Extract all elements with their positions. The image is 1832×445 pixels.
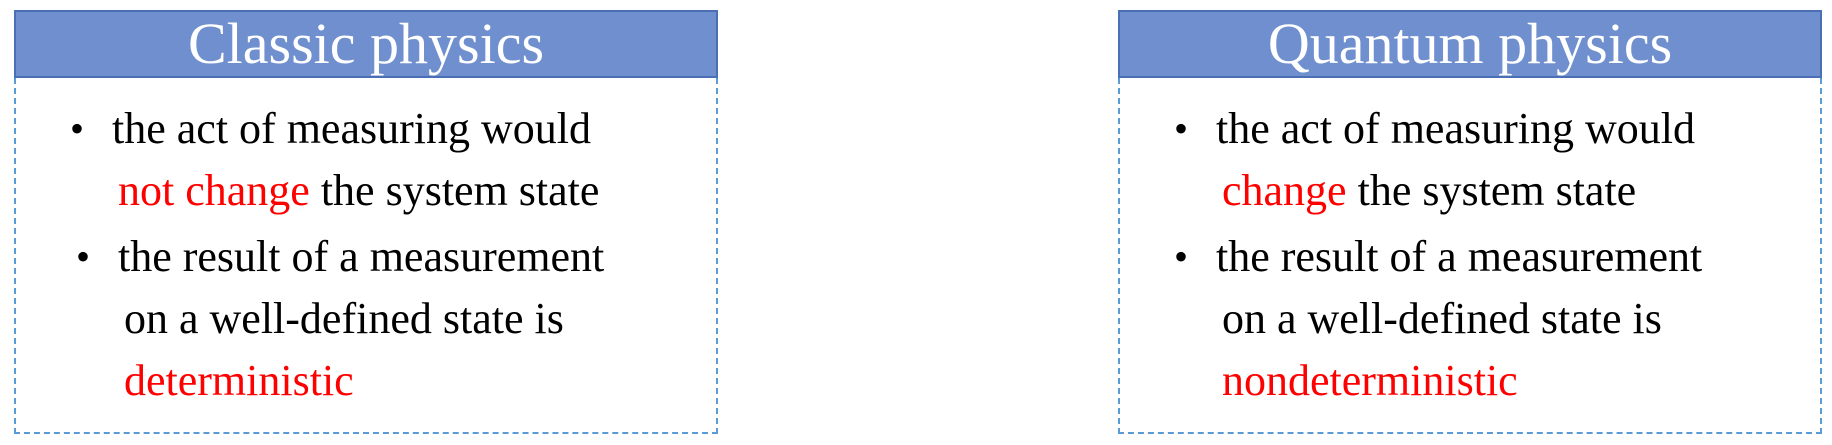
- classic-physics-body: • the act of measuring would not change …: [14, 78, 718, 434]
- quantum-bullet-measuring: • the act of measuring would change the …: [1174, 98, 1695, 222]
- classic-bullet2-line1: the result of a measurement: [118, 232, 605, 281]
- quantum-highlight-change: change: [1222, 166, 1347, 215]
- bullet-dot-icon: •: [1174, 234, 1189, 279]
- quantum-bullet1-line2: change the system state: [1216, 160, 1695, 222]
- quantum-physics-title: Quantum physics: [1118, 10, 1822, 78]
- bullet-dot-icon: •: [76, 234, 91, 279]
- classic-highlight-deterministic: deterministic: [124, 356, 354, 405]
- classic-highlight-not-change: not change: [118, 166, 310, 215]
- classic-bullet-result: • the result of a measurement on a well-…: [76, 226, 605, 412]
- quantum-highlight-nondeterministic: nondeterministic: [1222, 356, 1518, 405]
- classic-physics-title: Classic physics: [14, 10, 718, 78]
- quantum-bullet1-line1: the act of measuring would: [1216, 104, 1695, 153]
- classic-bullet1-line2-rest: the system state: [309, 166, 600, 215]
- quantum-physics-body: • the act of measuring would change the …: [1118, 78, 1822, 434]
- classic-bullet-measuring: • the act of measuring would not change …: [70, 98, 599, 222]
- quantum-bullet1-line2-rest: the system state: [1346, 166, 1637, 215]
- quantum-bullet2-line2: on a well-defined state is: [1222, 294, 1662, 343]
- classic-bullet2-line2: on a well-defined state is: [124, 294, 564, 343]
- quantum-physics-panel: Quantum physics • the act of measuring w…: [1118, 10, 1822, 434]
- quantum-bullet2-line1: the result of a measurement: [1216, 232, 1703, 281]
- classic-bullet1-line1: the act of measuring would: [112, 104, 591, 153]
- classic-physics-panel: Classic physics • the act of measuring w…: [14, 10, 718, 434]
- classic-bullet1-line2: not change the system state: [112, 160, 599, 222]
- bullet-dot-icon: •: [1174, 106, 1189, 151]
- bullet-dot-icon: •: [70, 106, 85, 151]
- quantum-bullet-result: • the result of a measurement on a well-…: [1174, 226, 1703, 412]
